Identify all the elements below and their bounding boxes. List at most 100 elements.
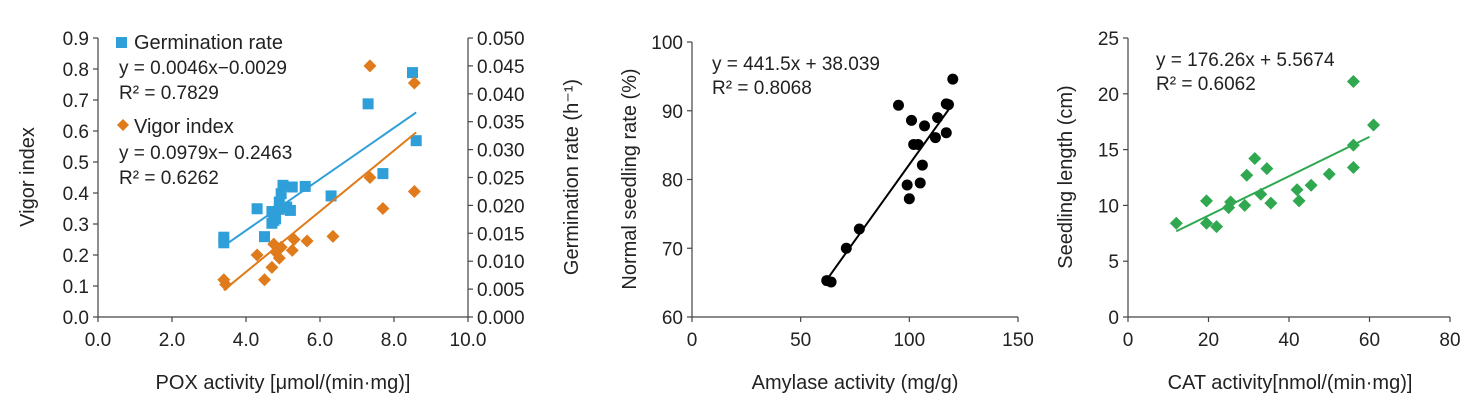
y-tick-label: 25	[1098, 29, 1119, 50]
data-point	[259, 231, 270, 243]
y-axis-label: Normal seedling rate (%)	[619, 68, 641, 289]
x-tick-label: 50	[790, 330, 811, 351]
data-point	[1238, 198, 1252, 212]
data-point	[272, 251, 286, 265]
trendline-germination-rate	[223, 111, 417, 247]
chart-amylase: 0 50 100 150 60 70 80 90 100 Amylase activity (m…	[619, 33, 1034, 394]
y2-tick-label: 0.045	[477, 57, 525, 78]
y-tick-label: 0.7	[63, 91, 89, 112]
legend-germination-marker	[116, 37, 127, 48]
data-point	[1240, 168, 1254, 182]
data-point	[903, 193, 915, 205]
legend-vigor-label: Vigor index	[134, 116, 234, 138]
data-point	[1292, 194, 1306, 208]
data-point	[1260, 162, 1274, 176]
data-point	[1346, 75, 1360, 89]
chart-cat: 0 20 40 60 80 0 5 10 15 20 25 CAT activity[nmol/(m…	[1055, 29, 1461, 394]
data-point	[258, 273, 271, 287]
x-tick-label: 0	[1123, 330, 1134, 351]
y-tick-label: 0	[1108, 308, 1119, 329]
data-point	[362, 98, 374, 110]
vigor-fit-equation: y = 0.0979x− 0.2463	[119, 143, 292, 164]
x-axis-label: CAT activity[nmol/(min·mg)]	[1168, 372, 1413, 394]
y2-tick-label: 0.005	[477, 280, 525, 301]
data-point	[840, 242, 852, 254]
x-tick-label: 100	[893, 330, 925, 351]
x-tick-label: 40	[1278, 330, 1299, 351]
data-point	[326, 229, 340, 243]
data-point	[912, 138, 924, 150]
data-point	[300, 234, 314, 248]
data-point	[947, 73, 959, 85]
data-point	[265, 260, 279, 274]
x-tick-label: 2.0	[159, 330, 185, 351]
y-tick-label: 5	[1108, 252, 1119, 273]
data-point	[325, 190, 337, 202]
x-tick-label: 10.0	[450, 330, 487, 351]
data-point	[916, 159, 928, 171]
data-point	[901, 179, 913, 191]
x-tick-label: 4.0	[233, 330, 259, 351]
data-point	[286, 181, 298, 193]
data-point	[825, 276, 837, 288]
data-point	[1304, 178, 1318, 192]
data-point	[906, 114, 918, 126]
data-point	[410, 135, 422, 147]
y-tick-label: 0.2	[63, 246, 89, 267]
x-tick-label: 0	[687, 330, 698, 351]
x-axis-label: Amylase activity (mg/g)	[752, 372, 959, 394]
y2-tick-label: 0.020	[477, 196, 525, 217]
data-point	[251, 203, 263, 215]
fit-equation: y = 441.5x + 38.039	[712, 54, 880, 75]
y-axis-label: Vigor index	[17, 127, 39, 227]
data-point	[940, 127, 952, 139]
data-point	[299, 180, 311, 192]
data-point	[218, 237, 230, 249]
data-point	[219, 277, 233, 291]
x-axis-label: POX activity [μmol/(min·mg)]	[156, 372, 411, 394]
data-point	[914, 177, 926, 189]
data-point	[942, 99, 954, 111]
data-point	[1264, 196, 1278, 210]
data-point	[274, 240, 288, 254]
data-point	[1224, 195, 1238, 209]
x-tick-label: 80	[1439, 330, 1460, 351]
data-point	[1248, 152, 1262, 166]
y-tick-label: 0.5	[63, 153, 89, 174]
y-tick-label: 0.8	[63, 60, 89, 81]
y-tick-label: 0.0	[63, 308, 89, 329]
germination-fit-r2: R² = 0.7829	[119, 83, 219, 104]
data-point	[1322, 167, 1336, 181]
legend-germination-label: Germination rate	[134, 32, 283, 54]
y2-tick-label: 0.030	[477, 141, 525, 162]
data-point	[1169, 216, 1183, 230]
data-point	[363, 59, 377, 73]
data-point	[250, 248, 264, 262]
x-tick-label: 6.0	[307, 330, 333, 351]
data-point	[377, 168, 389, 180]
vigor-fit-r2: R² = 0.6262	[119, 168, 219, 189]
data-point	[273, 203, 285, 215]
data-point	[284, 204, 296, 216]
y2-tick-label: 0.010	[477, 252, 525, 273]
data-point	[285, 243, 299, 257]
data-point	[1254, 187, 1268, 201]
y-tick-label: 0.6	[63, 122, 89, 143]
y-axis-label: Seedling length (cm)	[1055, 85, 1077, 268]
data-point	[363, 171, 377, 184]
x-tick-label: 20	[1198, 330, 1219, 351]
data-point	[929, 132, 941, 144]
data-point	[1199, 194, 1213, 208]
y-tick-label: 60	[662, 308, 683, 329]
x-tick-label: 8.0	[381, 330, 407, 351]
y-tick-label: 10	[1098, 196, 1119, 217]
germination-fit-equation: y = 0.0046x−0.0029	[119, 58, 287, 79]
y2-tick-label: 0.015	[477, 224, 525, 245]
y-tick-label: 80	[662, 171, 683, 192]
data-point	[1210, 220, 1224, 234]
y-tick-label: 0.9	[63, 29, 89, 50]
data-point	[275, 188, 287, 200]
data-point	[1346, 138, 1360, 152]
y2-tick-label: 0.025	[477, 169, 525, 190]
y-tick-label: 15	[1098, 141, 1119, 162]
